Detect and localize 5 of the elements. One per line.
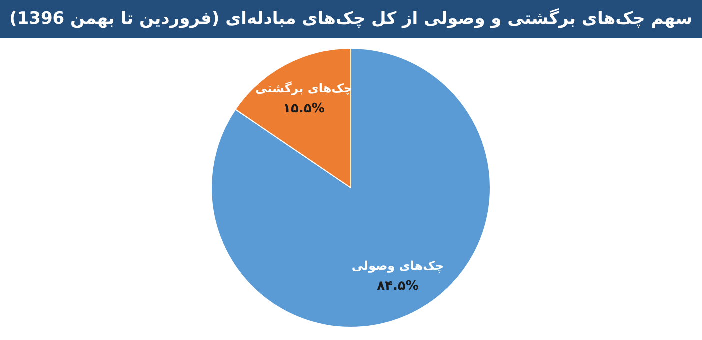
chart-title: سهم چک‌های برگشتی و وصولی از کل چک‌های مبادله‌ای (فروردین تا بهمن 1396) (0, 0, 702, 38)
data-label: ۸۴.۵% (377, 279, 419, 294)
slice-label: چک‌های وصولی (352, 258, 444, 273)
data-label: ۱۵.۵% (283, 102, 325, 117)
slice-label: چک‌های برگشتی (255, 81, 353, 96)
